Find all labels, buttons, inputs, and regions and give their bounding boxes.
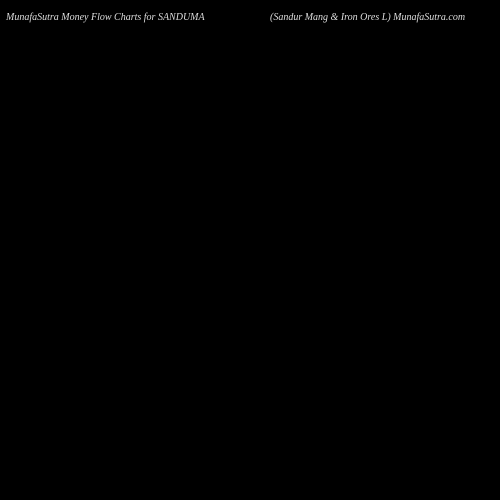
chart-subtitle: (Sandur Mang & Iron Ores L) MunafaSutra.… <box>270 12 465 23</box>
chart-title: MunafaSutra Money Flow Charts for SANDUM… <box>5 12 205 23</box>
